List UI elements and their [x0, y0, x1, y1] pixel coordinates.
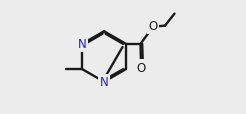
- Text: N: N: [100, 76, 108, 88]
- Text: O: O: [137, 61, 146, 74]
- Text: O: O: [148, 20, 158, 33]
- Text: N: N: [78, 38, 87, 51]
